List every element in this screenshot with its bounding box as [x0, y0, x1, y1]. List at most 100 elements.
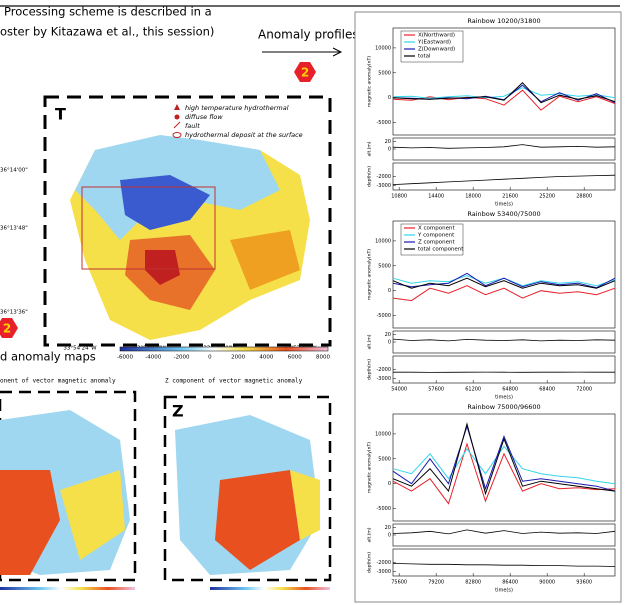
colorbar	[210, 587, 330, 590]
legend-text: total	[418, 54, 431, 60]
plot-title: Rainbow 75000/96600	[467, 403, 540, 411]
plot-title: Rainbow 10200/31800	[467, 17, 540, 25]
lat-label: 36°14'00"	[0, 168, 28, 174]
x-tick-label: 79200	[428, 580, 444, 586]
y-tick-label: -2000	[376, 174, 391, 180]
x-tick-label: 90000	[539, 580, 555, 586]
map-caption: onent of vector magnetic anomaly	[0, 378, 116, 385]
axes	[393, 524, 615, 546]
colorbar-tick-label: -2000	[174, 355, 190, 361]
colorbar-tick-label: -6000	[117, 355, 133, 361]
note: oster by Kitazawa et al., this session)	[0, 25, 214, 39]
lat-label: 36°13'36"	[0, 310, 28, 316]
legend-text: Y component	[417, 233, 455, 239]
y-axis-label: depth(m)	[367, 552, 373, 573]
x-tick-label: 86400	[502, 580, 518, 586]
colorbar-tick-label: 8000	[316, 355, 330, 361]
y-tick-label: 20	[385, 332, 391, 338]
y-tick-label: 20	[385, 525, 391, 531]
y-axis-label: magnetic anomaly(nT)	[367, 249, 373, 300]
plot-title: Rainbow 53400/75000	[467, 210, 540, 218]
map-label: T	[55, 105, 66, 124]
axes	[393, 414, 615, 521]
x-tick-label: 54000	[391, 387, 407, 393]
y-axis-label: alt.(m)	[367, 334, 373, 349]
x-tick-label: 64800	[502, 387, 518, 393]
colorbar-tick-label: 2000	[231, 355, 245, 361]
y-tick-label: 10000	[375, 431, 391, 437]
axes	[393, 163, 615, 190]
section-title: d anomaly maps	[0, 350, 96, 364]
y-axis-label: alt.(m)	[367, 141, 373, 156]
badge-text: 2	[3, 322, 11, 336]
y-axis-label: alt.(m)	[367, 527, 373, 542]
x-tick-label: 72000	[576, 387, 592, 393]
legend-text: X(Northward)	[418, 33, 455, 39]
profiles: Rainbow 10200/31800 10000 5000 0 -5000 magnet…	[367, 17, 616, 594]
legend-text: high temperature hydrothermal	[185, 104, 289, 112]
x-tick-label: 57600	[428, 387, 444, 393]
y-tick-label: 5000	[378, 70, 391, 76]
axes	[393, 138, 615, 160]
colorbar	[120, 347, 328, 351]
y-tick-label: -3000	[376, 376, 391, 382]
y-tick-label: 10000	[375, 45, 391, 51]
x-axis-label: time(s)	[495, 395, 513, 401]
y-tick-label: -5000	[376, 120, 391, 126]
map-x	[0, 392, 135, 580]
y-axis-label: magnetic anomaly(nT)	[367, 442, 373, 493]
y-tick-label: 0	[388, 147, 391, 153]
x-tick-label: 21600	[502, 194, 518, 200]
y-axis-label: magnetic anomaly(nT)	[367, 56, 373, 107]
y-tick-label: 5000	[378, 263, 391, 269]
y-tick-label: 0	[388, 95, 391, 101]
y-axis-label: depth(m)	[367, 166, 373, 187]
legend-text: Y(Eastward)	[417, 40, 451, 46]
x-axis-label: time(s)	[495, 202, 513, 208]
axes	[393, 549, 615, 576]
badge-text: 2	[301, 66, 309, 80]
y-tick-label: 0	[388, 533, 391, 539]
y-tick-label: -5000	[376, 506, 391, 512]
axes	[393, 356, 615, 383]
legend-text: hydrothermal deposit at the surface	[185, 131, 303, 139]
y-tick-label: -5000	[376, 313, 391, 319]
y-tick-label: 0	[388, 481, 391, 487]
poster: Processing scheme is described in a oste…	[0, 0, 628, 605]
x-tick-label: 82800	[465, 580, 481, 586]
x-tick-label: 25200	[539, 194, 555, 200]
map-label: Z	[172, 402, 184, 421]
lat-label: 36°13'48"	[0, 226, 28, 232]
y-tick-label: 0	[388, 340, 391, 346]
y-tick-label: 0	[388, 288, 391, 294]
colorbar-tick-label: 4000	[259, 355, 273, 361]
x-tick-label: 10800	[391, 194, 407, 200]
map-z: Z	[165, 397, 330, 580]
y-tick-label: 10000	[375, 238, 391, 244]
legend-text: total component	[418, 247, 464, 253]
x-axis-label: time(s)	[495, 588, 513, 594]
x-tick-label: 14400	[428, 194, 444, 200]
x-tick-label: 75600	[391, 580, 407, 586]
map-caption: Z component of vector magnetic anomaly	[165, 378, 303, 385]
x-tick-label: 18000	[465, 194, 481, 200]
colorbar-tick-label: 0	[208, 355, 212, 361]
y-tick-label: -3000	[376, 183, 391, 189]
profiles-label: Anomaly profiles	[258, 28, 359, 42]
legend-icon	[175, 115, 180, 120]
legend-text: Z component	[418, 240, 455, 246]
x-tick-label: 93600	[576, 580, 592, 586]
colorbar	[0, 587, 135, 590]
y-tick-label: -2000	[376, 367, 391, 373]
legend-text: fault	[185, 122, 200, 130]
x-tick-label: 61200	[465, 387, 481, 393]
y-tick-label: -2000	[376, 560, 391, 566]
colorbar-tick-label: 6000	[288, 355, 302, 361]
y-tick-label: 5000	[378, 456, 391, 462]
y-tick-label: 20	[385, 139, 391, 145]
axes	[393, 331, 615, 353]
legend-text: diffuse flow	[185, 113, 223, 121]
note: Processing scheme is described in a	[4, 5, 212, 19]
map-t: T high temperature hydrothermal diffuse …	[0, 97, 330, 352]
colorbar-tick-label: -4000	[145, 355, 161, 361]
